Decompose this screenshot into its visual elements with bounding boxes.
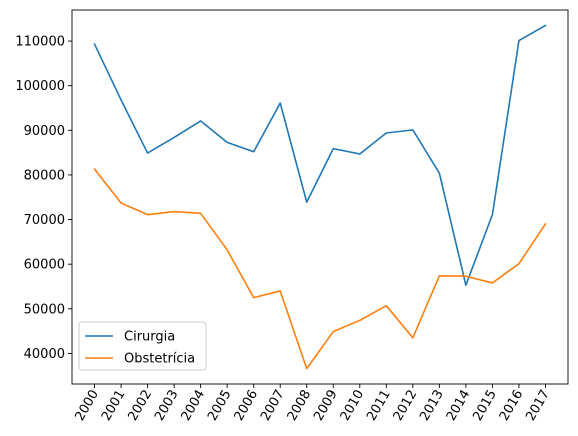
y-tick-label: 40000	[24, 347, 65, 362]
series-layer	[93, 24, 547, 370]
legend-label-1: Cirurgia	[124, 330, 175, 345]
series-line-1	[93, 24, 547, 286]
y-axis: 40000 50000 60000 70000 80000 90000 100000 1100…	[15, 35, 72, 362]
legend-label-2: Obstetrícia	[124, 352, 195, 367]
y-tick-label: 80000	[24, 168, 65, 183]
y-tick-label: 50000	[24, 302, 65, 317]
legend: Cirurgia Obstetrícia	[78, 321, 207, 371]
y-tick-label: 60000	[24, 258, 65, 273]
y-tick-label: 90000	[24, 124, 65, 139]
axes-frame	[71, 9, 569, 385]
y-tick-label: 110000	[15, 35, 65, 50]
y-tick-label: 100000	[15, 79, 65, 94]
series-line-2	[93, 168, 547, 370]
plot-area	[71, 9, 569, 385]
y-tick-label: 70000	[24, 213, 65, 228]
